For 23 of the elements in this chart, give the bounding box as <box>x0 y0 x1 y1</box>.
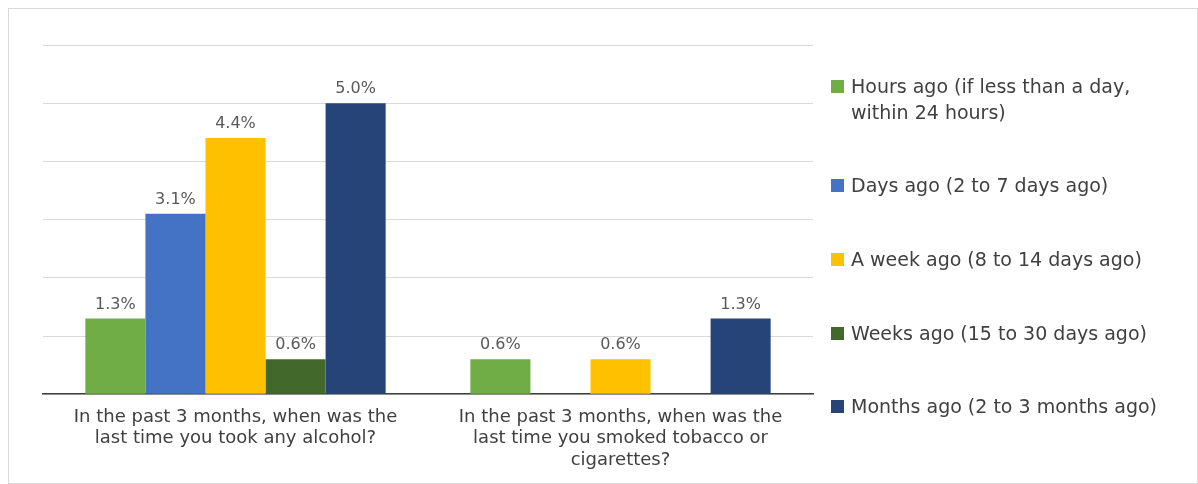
x-tick-label: In the past 3 months, when was the last time you smoked tobacco or cigarettes? <box>458 404 783 469</box>
data-label: 0.6% <box>275 334 316 354</box>
data-label: 0.6% <box>480 334 521 354</box>
bar <box>325 103 386 394</box>
legend-label: A week ago (8 to 14 days ago) <box>851 247 1142 272</box>
bar <box>265 359 326 394</box>
data-label: 0.6% <box>600 334 641 354</box>
bar <box>470 359 531 394</box>
bar <box>145 213 206 394</box>
data-label: 1.3% <box>720 293 761 313</box>
bar <box>710 318 771 394</box>
legend-label: Days ago (2 to 7 days ago) <box>851 173 1109 199</box>
legend-label: Hours ago (if less than a day, within 24 hours) <box>851 73 1132 125</box>
legend-label: Weeks ago (15 to 30 days ago) <box>851 320 1147 346</box>
data-label: 5.0% <box>335 78 376 98</box>
bar <box>590 359 651 394</box>
data-label: 3.1% <box>155 188 196 208</box>
legend-label: Months ago (2 to 3 months ago) <box>851 394 1157 420</box>
data-label: 1.3% <box>95 293 136 313</box>
bar <box>85 318 146 394</box>
x-tick-label: In the past 3 months, when was the last time you took any alcohol? <box>73 404 398 448</box>
data-label: 4.4% <box>215 113 256 133</box>
bar <box>205 138 266 394</box>
